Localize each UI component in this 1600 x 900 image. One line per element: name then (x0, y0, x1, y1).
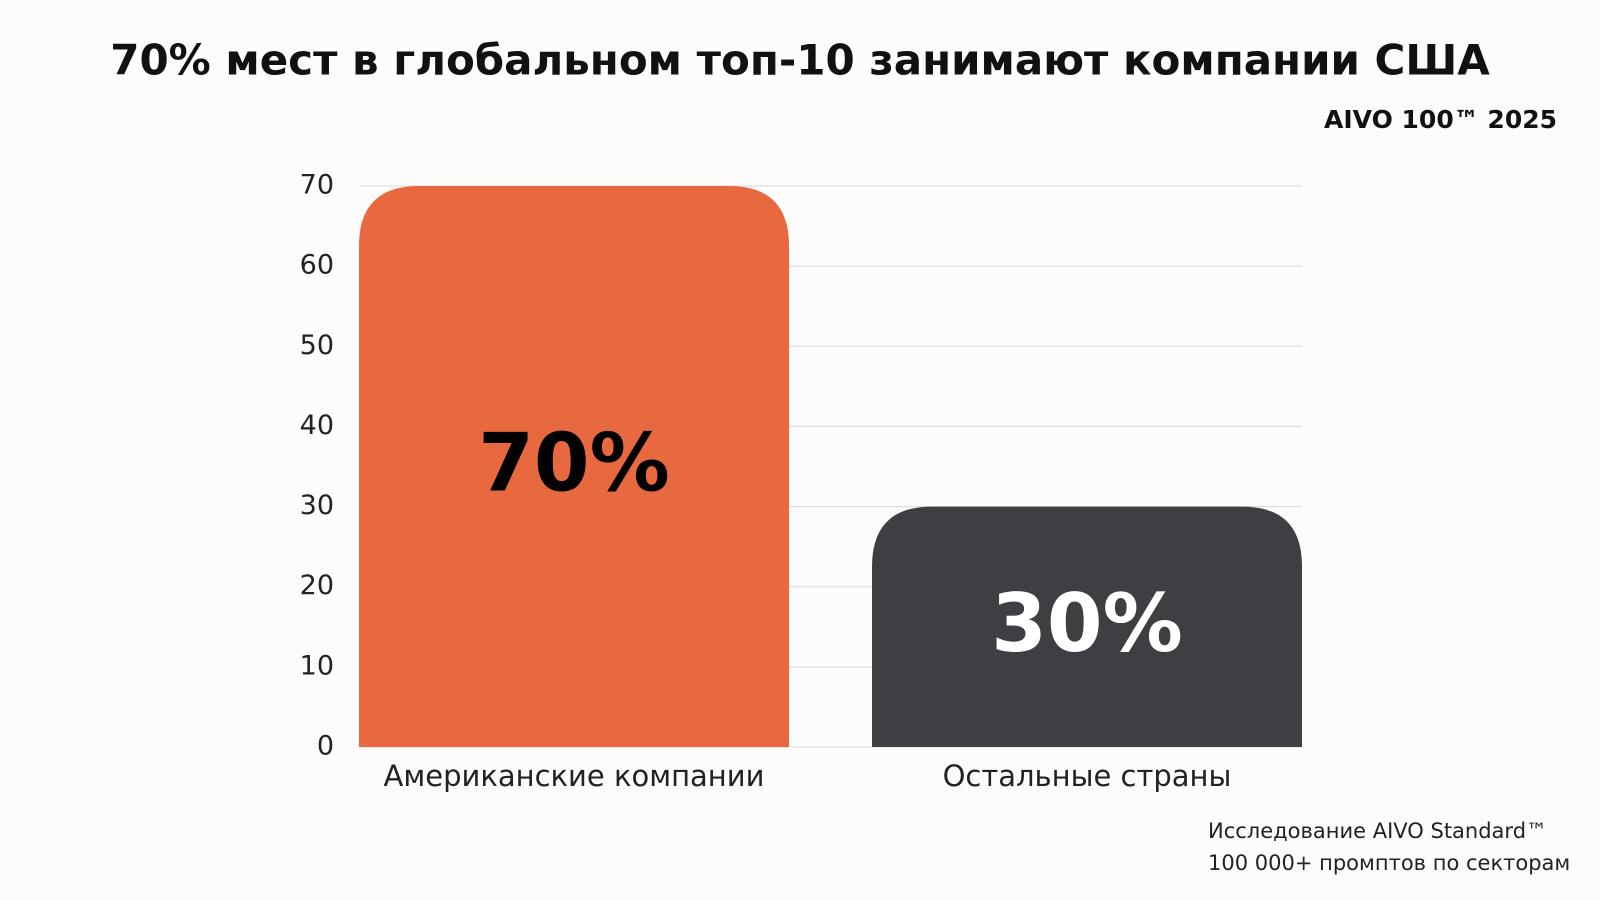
value-label: 30% (991, 577, 1182, 670)
x-tick-label: Американские компании (384, 759, 765, 793)
y-tick-label: 0 (317, 731, 334, 762)
bar (872, 506, 1302, 747)
y-tick-label: 30 (300, 490, 334, 521)
chart-title: 70% мест в глобальном топ-10 занимают ко… (110, 36, 1490, 85)
y-tick-label: 50 (300, 330, 334, 361)
y-tick-label: 70 (300, 170, 334, 201)
value-label: 70% (478, 416, 669, 509)
y-tick-label: 10 (300, 650, 334, 681)
footnote: Исследование AIVO Standard™ (1208, 819, 1547, 843)
x-tick-label: Остальные страны (943, 759, 1232, 793)
y-tick-label: 40 (300, 410, 334, 441)
footnote: 100 000+ промптов по секторам (1208, 851, 1570, 875)
y-tick-label: 20 (300, 570, 334, 601)
chart-subtitle: AIVO 100™ 2025 (1324, 105, 1557, 134)
bar (359, 186, 789, 747)
y-tick-label: 60 (300, 250, 334, 281)
